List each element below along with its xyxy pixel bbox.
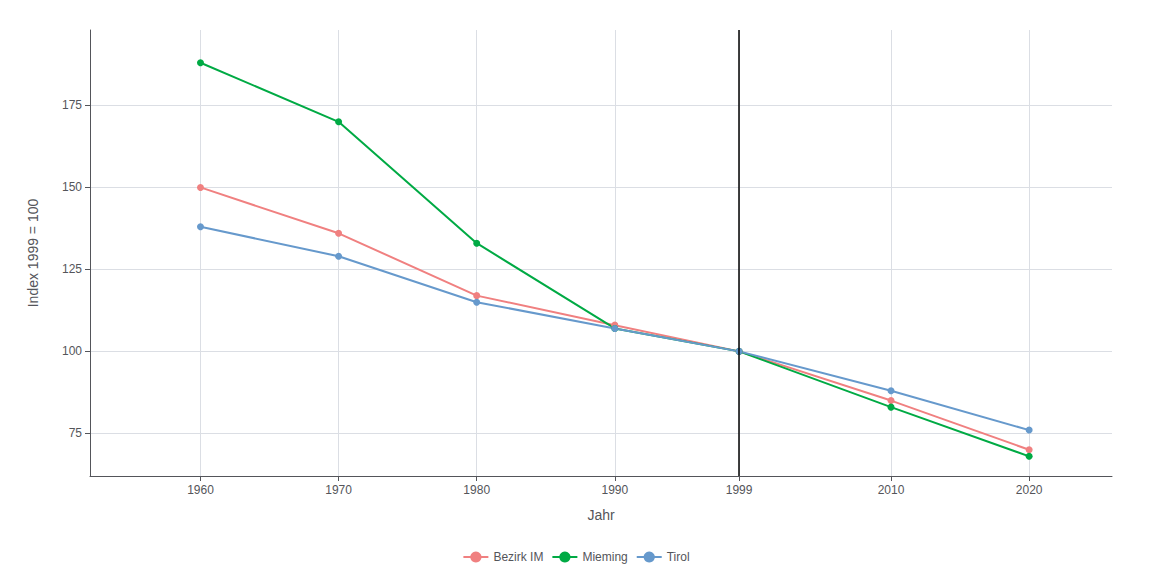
svg-text:1980: 1980: [463, 483, 490, 497]
svg-text:1960: 1960: [187, 483, 214, 497]
svg-text:100: 100: [62, 344, 82, 358]
svg-text:Tirol: Tirol: [667, 550, 690, 564]
svg-text:1999: 1999: [726, 483, 753, 497]
svg-text:1990: 1990: [601, 483, 628, 497]
svg-text:2020: 2020: [1016, 483, 1043, 497]
svg-text:Jahr: Jahr: [587, 507, 615, 523]
svg-text:125: 125: [62, 262, 82, 276]
svg-text:Bezirk IM: Bezirk IM: [493, 550, 543, 564]
svg-text:Mieming: Mieming: [582, 550, 627, 564]
svg-text:2010: 2010: [878, 483, 905, 497]
svg-text:Index 1999 = 100: Index 1999 = 100: [25, 198, 41, 307]
svg-text:75: 75: [69, 426, 83, 440]
svg-text:150: 150: [62, 180, 82, 194]
svg-text:1970: 1970: [325, 483, 352, 497]
svg-text:175: 175: [62, 98, 82, 112]
